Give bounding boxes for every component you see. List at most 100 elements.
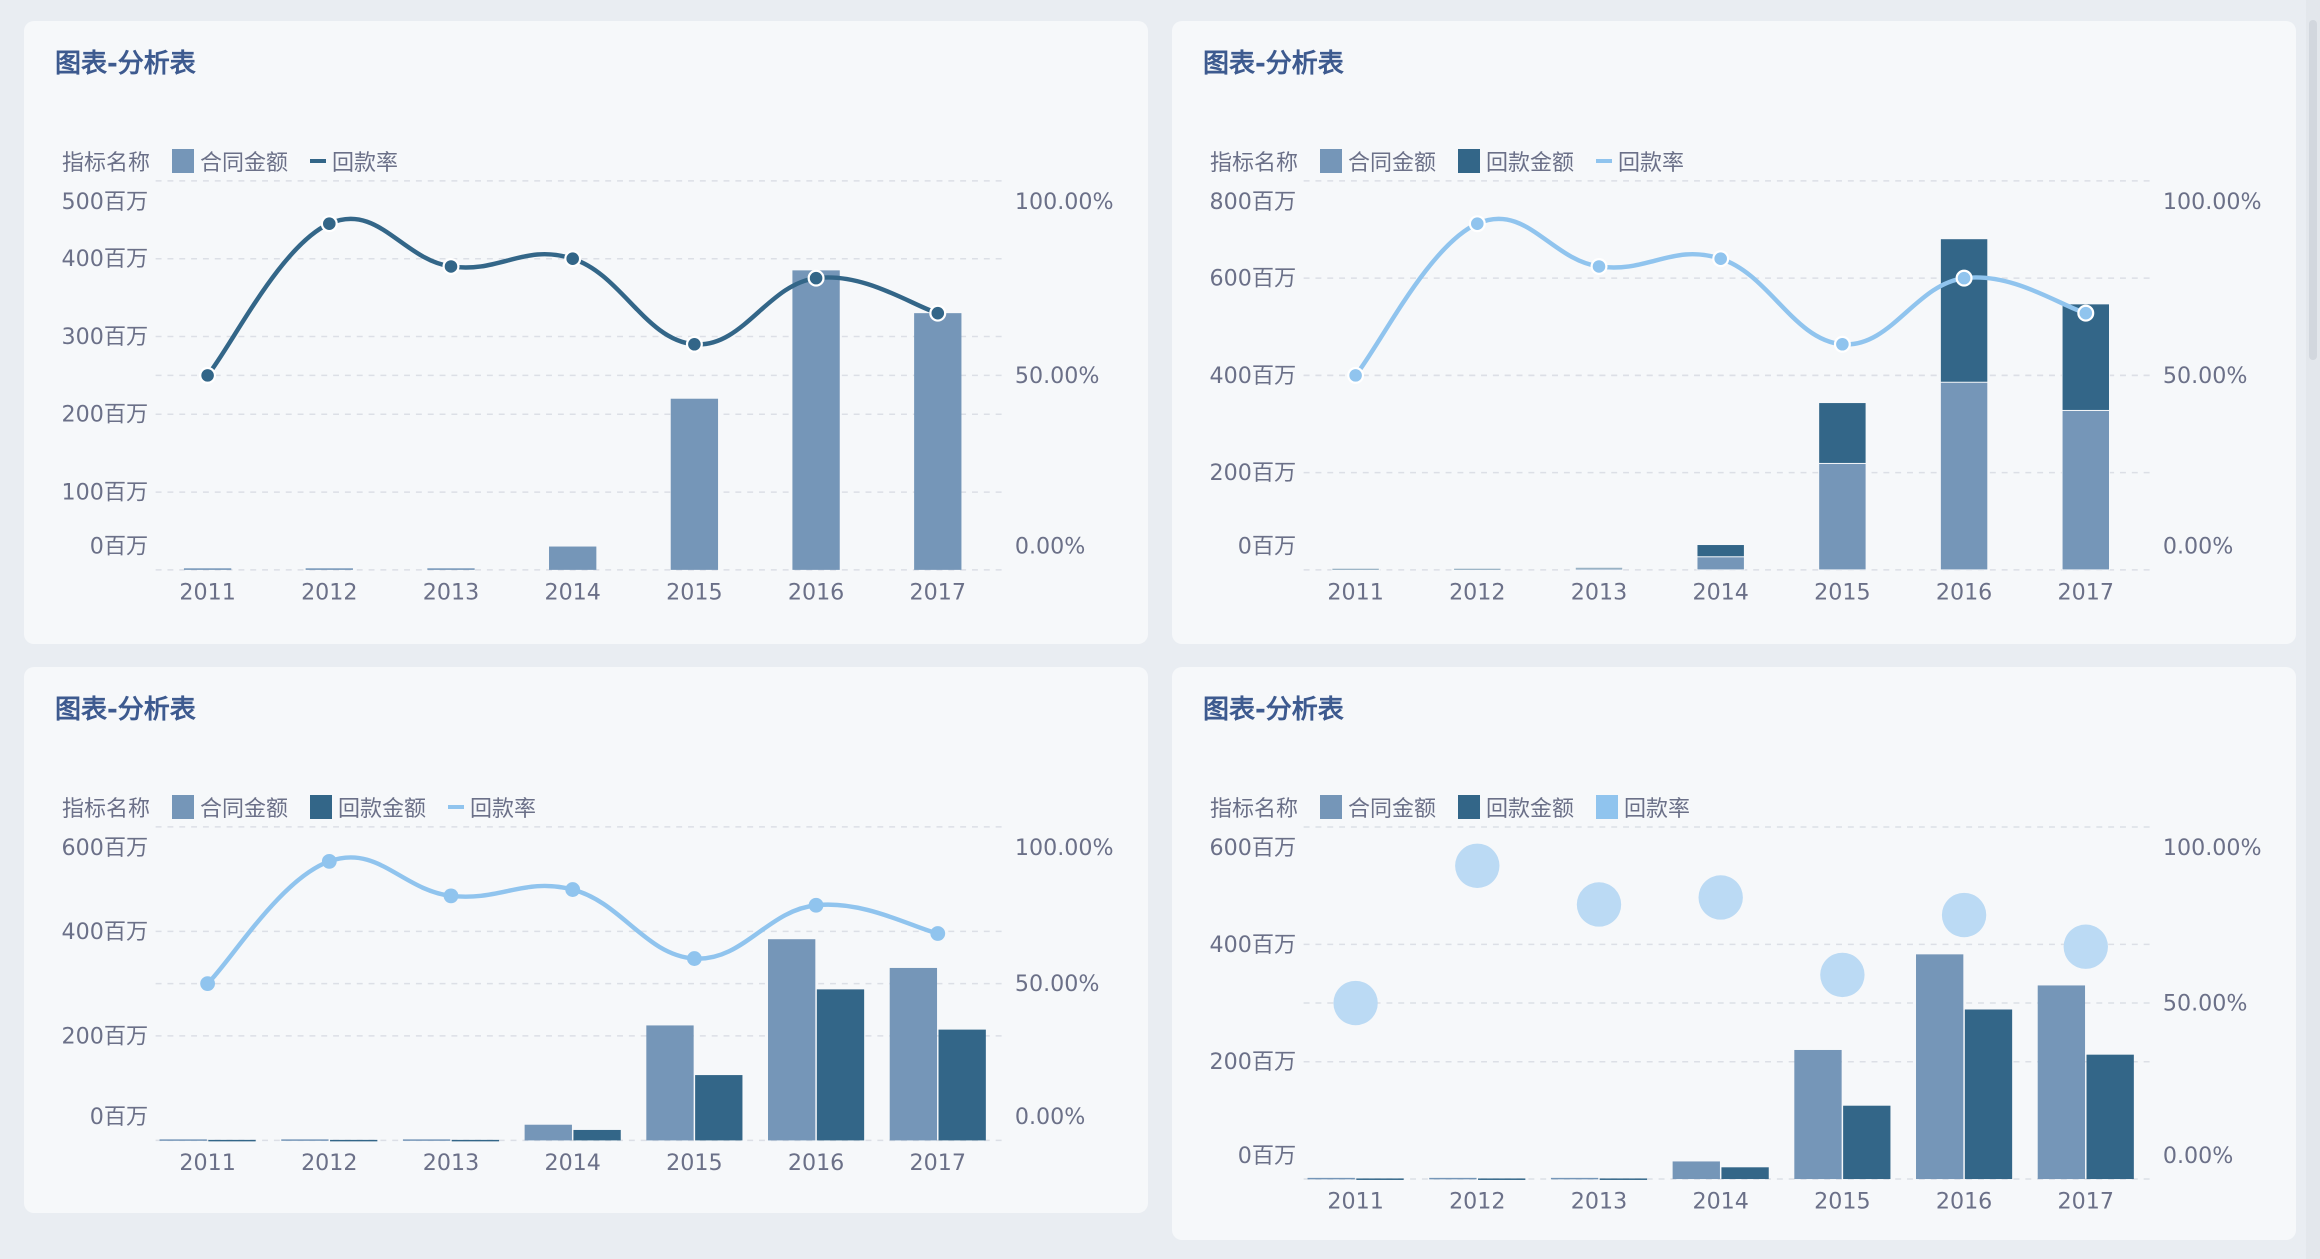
legend-label: 回款率 bbox=[1624, 797, 1691, 822]
legend-item[interactable]: 回款金额 bbox=[1458, 145, 1574, 177]
bar-payment bbox=[1964, 1009, 2013, 1180]
bar-payment bbox=[2061, 303, 2110, 411]
legend-label: 合同金额 bbox=[200, 151, 289, 176]
rate-bubble bbox=[1576, 882, 1622, 927]
legend-item[interactable]: 回款率 bbox=[310, 145, 398, 177]
y2-tick-label: 0.00% bbox=[2163, 1143, 2233, 1169]
bar-contract bbox=[1672, 1161, 1720, 1180]
chart-legend: 指标名称 合同金额 回款率 bbox=[62, 145, 398, 177]
legend-title: 指标名称 bbox=[62, 797, 151, 822]
y-tick-label: 400百万 bbox=[1210, 932, 1297, 958]
legend-item[interactable]: 合同金额 bbox=[172, 145, 288, 177]
legend-swatch bbox=[172, 795, 195, 819]
bar-contract bbox=[1429, 1177, 1477, 1180]
chart-title: 图表-分析表 bbox=[1203, 49, 1344, 79]
legend-swatch bbox=[310, 795, 333, 819]
chart-svg: 0百万 200百万 400百万 600百万 800百万 0.00% 50.00% 100.00… bbox=[1210, 180, 2262, 605]
x-tick-label: 2017 bbox=[910, 1150, 966, 1176]
bar-payment bbox=[1478, 1178, 1526, 1180]
y-tick-label: 300百万 bbox=[62, 324, 149, 350]
chart-legend: 指标名称 合同金额 回款金额 回款率 bbox=[1210, 145, 1684, 177]
chart-title: 图表-分析表 bbox=[1203, 695, 1344, 725]
chart-legend: 指标名称 合同金额 回款金额 回款率 bbox=[62, 791, 536, 823]
x-tick-label: 2012 bbox=[301, 579, 357, 605]
rate-bubble bbox=[1698, 875, 1743, 920]
bar-payment bbox=[938, 1029, 986, 1141]
legend-item[interactable]: 回款率 bbox=[1596, 145, 1684, 177]
legend-item[interactable]: 回款金额 bbox=[310, 791, 426, 823]
rate-point bbox=[321, 853, 337, 869]
legend-item[interactable]: 合同金额 bbox=[1320, 145, 1436, 177]
y-tick-label: 400百万 bbox=[62, 246, 149, 272]
rate-point bbox=[1347, 366, 1365, 384]
x-tick-label: 2014 bbox=[1692, 1189, 1748, 1215]
bar-contract bbox=[427, 568, 475, 570]
rate-bubble bbox=[1455, 843, 1500, 888]
y2-tick-label: 100.00% bbox=[2163, 835, 2262, 861]
legend-title: 指标名称 bbox=[1210, 151, 1299, 176]
legend-item[interactable]: 回款率 bbox=[448, 791, 536, 823]
x-tick-label: 2013 bbox=[1571, 579, 1627, 605]
bar-payment bbox=[1574, 566, 1624, 570]
legend-swatch bbox=[1596, 795, 1619, 819]
bar-contract bbox=[1818, 462, 1867, 571]
rate-point bbox=[565, 882, 581, 897]
legend-item[interactable]: 回款金额 bbox=[1458, 791, 1574, 823]
bar-contract bbox=[2037, 985, 2086, 1180]
x-tick-label: 2014 bbox=[1692, 579, 1748, 605]
x-tick-label: 2015 bbox=[666, 579, 722, 605]
rate-point bbox=[320, 215, 338, 233]
rate-point bbox=[1590, 257, 1608, 275]
bar-contract bbox=[1550, 1177, 1599, 1180]
legend-item[interactable]: 合同金额 bbox=[172, 791, 288, 823]
bar-payment bbox=[1721, 1167, 1769, 1180]
x-tick-label: 2011 bbox=[179, 579, 235, 605]
legend-label: 回款率 bbox=[332, 151, 399, 176]
x-tick-label: 2012 bbox=[301, 1150, 357, 1176]
bar-payment bbox=[208, 1139, 256, 1142]
bar-contract bbox=[524, 1124, 572, 1141]
bar-contract bbox=[889, 967, 938, 1141]
x-tick-label: 2011 bbox=[1327, 579, 1383, 605]
legend-item[interactable]: 合同金额 bbox=[1320, 791, 1436, 823]
legend-title: 指标名称 bbox=[1210, 797, 1299, 822]
legend-swatch bbox=[448, 805, 465, 809]
bar-payment bbox=[1331, 567, 1380, 571]
y2-tick-label: 50.00% bbox=[1015, 363, 1100, 389]
legend-swatch bbox=[1596, 159, 1613, 163]
y2-tick-label: 0.00% bbox=[1015, 534, 1085, 560]
scrollbar-thumb[interactable] bbox=[2309, 20, 2317, 360]
legend-item[interactable]: 回款率 bbox=[1596, 791, 1690, 823]
bar-contract bbox=[670, 398, 719, 570]
y-tick-label: 400百万 bbox=[62, 919, 149, 945]
chart-panel-3: 图表-分析表 指标名称 合同金额 回款金额 回款率 0百万 200百万 400百万 600百万 0… bbox=[24, 667, 1148, 1213]
legend-swatch bbox=[1320, 795, 1343, 819]
y-tick-label: 0百万 bbox=[1238, 534, 1296, 560]
bar-payment bbox=[1843, 1105, 1891, 1180]
rate-point bbox=[442, 257, 460, 275]
y-tick-label: 500百万 bbox=[62, 189, 149, 215]
x-tick-label: 2017 bbox=[910, 579, 966, 605]
x-tick-label: 2013 bbox=[423, 1150, 479, 1176]
legend-title: 指标名称 bbox=[62, 151, 151, 176]
bar-contract bbox=[1916, 954, 1964, 1180]
y2-tick-label: 100.00% bbox=[1015, 189, 1114, 215]
x-tick-label: 2015 bbox=[1814, 579, 1870, 605]
chart-panel-4: 图表-分析表 指标名称 合同金额 回款金额 回款率 0百万 200百万 400百万 600百万 0… bbox=[1172, 667, 2296, 1240]
rate-point bbox=[808, 897, 824, 913]
rate-bubble bbox=[2063, 924, 2108, 969]
legend-label: 合同金额 bbox=[200, 797, 289, 822]
bar-contract bbox=[549, 546, 597, 570]
x-tick-label: 2011 bbox=[179, 1150, 235, 1176]
bar-contract bbox=[792, 270, 840, 570]
y2-tick-label: 100.00% bbox=[1015, 835, 1114, 861]
rate-point bbox=[199, 366, 217, 384]
rate-bubble bbox=[1333, 980, 1378, 1026]
legend-label: 回款金额 bbox=[338, 797, 427, 822]
rate-point bbox=[1955, 269, 1973, 287]
legend-swatch bbox=[1320, 149, 1343, 173]
page-scrollbar[interactable] bbox=[2306, 0, 2320, 1259]
x-tick-label: 2012 bbox=[1449, 579, 1505, 605]
y-tick-label: 0百万 bbox=[90, 534, 148, 560]
legend-swatch bbox=[310, 159, 327, 163]
